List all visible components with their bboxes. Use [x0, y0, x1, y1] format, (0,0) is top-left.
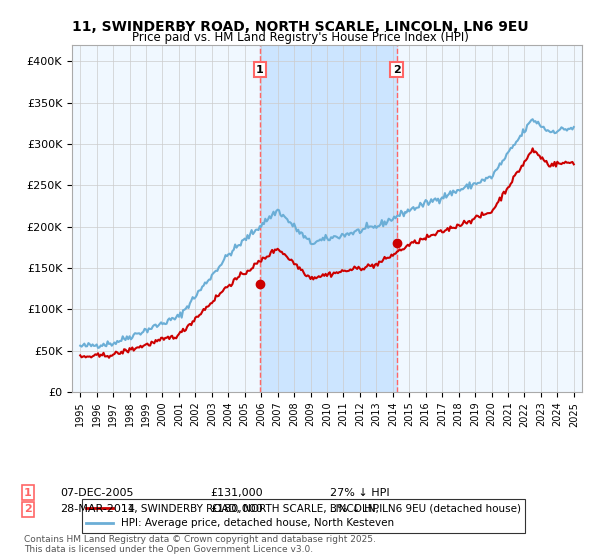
Text: £131,000: £131,000: [210, 488, 263, 498]
Bar: [260, 45, 397, 392]
Text: 28-MAR-2014: 28-MAR-2014: [60, 505, 135, 515]
Text: 2: 2: [393, 64, 400, 74]
Text: 1: 1: [24, 488, 32, 498]
Text: £180,000: £180,000: [210, 505, 263, 515]
Text: 1: 1: [256, 64, 264, 74]
Legend: 11, SWINDERBY ROAD, NORTH SCARLE, LINCOLN, LN6 9EU (detached house), HPI: Averag: 11, SWINDERBY ROAD, NORTH SCARLE, LINCOL…: [82, 499, 525, 533]
Text: 3% ↓ HPI: 3% ↓ HPI: [330, 505, 382, 515]
Text: 2: 2: [24, 505, 32, 515]
Text: 07-DEC-2005: 07-DEC-2005: [60, 488, 133, 498]
Text: Price paid vs. HM Land Registry's House Price Index (HPI): Price paid vs. HM Land Registry's House …: [131, 31, 469, 44]
Text: 27% ↓ HPI: 27% ↓ HPI: [330, 488, 389, 498]
Text: Contains HM Land Registry data © Crown copyright and database right 2025.
This d: Contains HM Land Registry data © Crown c…: [24, 535, 376, 554]
Text: 11, SWINDERBY ROAD, NORTH SCARLE, LINCOLN, LN6 9EU: 11, SWINDERBY ROAD, NORTH SCARLE, LINCOL…: [71, 20, 529, 34]
